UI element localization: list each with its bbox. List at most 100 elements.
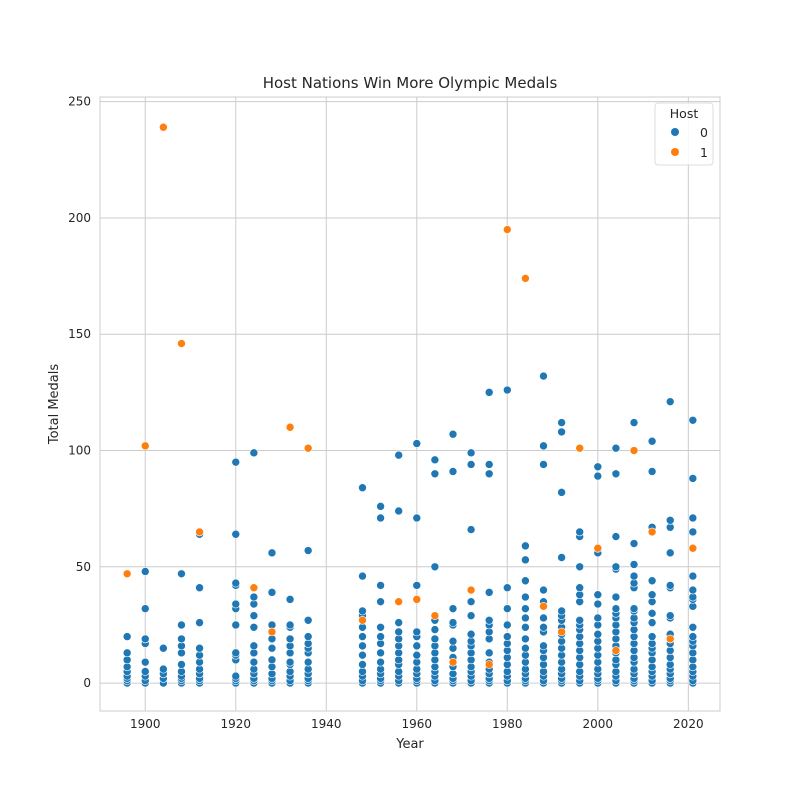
data-point-host-0 [539, 460, 548, 469]
data-point-host-0 [285, 620, 295, 630]
legend-marker-0 [671, 128, 679, 136]
data-point-host-0 [466, 629, 476, 639]
data-point-host-0 [267, 643, 277, 653]
y-axis-label: Total Medals [47, 364, 62, 446]
data-point-host-0 [593, 471, 603, 481]
data-point-host-0 [611, 443, 621, 453]
data-point-host-0 [267, 588, 277, 597]
data-point-host-1 [557, 627, 566, 637]
data-point-host-0 [249, 657, 259, 667]
data-point-host-0 [195, 643, 204, 653]
data-point-host-0 [688, 632, 698, 641]
data-point-host-1 [430, 611, 440, 620]
data-point-host-1 [285, 422, 295, 432]
data-point-host-1 [394, 597, 403, 606]
data-point-host-0 [231, 529, 241, 539]
data-point-host-0 [575, 562, 585, 572]
data-point-host-0 [412, 641, 422, 651]
data-point-host-0 [484, 615, 494, 625]
legend-label-0: 0 [700, 125, 708, 140]
data-point-host-0 [647, 632, 657, 641]
data-point-host-0 [629, 560, 639, 569]
data-point-host-1 [665, 634, 675, 644]
data-point-host-0 [231, 620, 241, 630]
chart-title: Host Nations Win More Olympic Medals [263, 74, 558, 92]
x-tick-label: 2000 [583, 717, 614, 731]
data-point-host-0 [231, 648, 241, 658]
data-point-host-0 [177, 634, 186, 644]
data-point-host-0 [231, 578, 241, 588]
data-point-host-0 [484, 588, 494, 597]
legend: Host 0 1 [654, 102, 714, 166]
data-point-host-0 [647, 436, 657, 446]
data-point-host-0 [249, 448, 259, 458]
data-point-host-0 [502, 385, 512, 395]
data-point-host-0 [593, 599, 603, 609]
data-point-host-0 [611, 532, 621, 541]
data-point-host-0 [285, 657, 295, 667]
data-point-host-0 [448, 604, 458, 613]
data-point-host-0 [303, 546, 313, 555]
data-point-host-0 [195, 583, 204, 593]
data-point-host-0 [177, 660, 186, 669]
data-point-host-0 [557, 488, 566, 497]
data-point-host-0 [688, 513, 698, 523]
legend-box [654, 102, 714, 166]
data-point-host-0 [448, 636, 458, 646]
data-point-host-1 [140, 441, 150, 451]
data-point-host-0 [647, 590, 657, 600]
data-point-host-1 [539, 602, 548, 611]
legend-title: Host [670, 106, 699, 121]
data-point-host-0 [376, 622, 385, 632]
data-point-host-0 [521, 613, 530, 623]
data-point-host-0 [267, 655, 277, 665]
data-point-host-1 [688, 543, 698, 553]
data-point-host-0 [521, 541, 530, 551]
data-point-host-0 [249, 611, 259, 620]
data-point-host-1 [195, 527, 204, 537]
x-axis-label: Year [395, 737, 424, 752]
data-point-host-0 [521, 555, 530, 565]
plot-area [99, 96, 721, 712]
data-point-host-0 [140, 667, 150, 676]
data-point-host-0 [412, 439, 422, 448]
data-point-host-0 [466, 525, 476, 534]
data-point-host-0 [688, 622, 698, 632]
data-point-host-0 [376, 632, 385, 641]
data-point-host-0 [231, 599, 241, 609]
data-point-host-0 [358, 650, 367, 660]
data-point-host-0 [430, 455, 440, 465]
data-point-host-0 [521, 592, 530, 602]
data-point-host-0 [539, 585, 548, 595]
data-point-host-0 [249, 592, 259, 602]
y-tick-label: 0 [83, 676, 91, 690]
data-point-host-0 [502, 632, 512, 641]
data-point-host-0 [688, 571, 698, 581]
data-point-host-0 [629, 539, 639, 548]
data-point-host-0 [688, 585, 698, 595]
data-point-host-1 [593, 543, 603, 553]
data-point-host-1 [647, 527, 657, 537]
data-point-host-0 [376, 597, 385, 606]
x-tick-label: 1940 [311, 717, 342, 731]
data-point-host-0 [177, 569, 186, 579]
data-point-host-0 [521, 604, 530, 613]
data-point-host-0 [303, 657, 313, 667]
data-point-host-0 [376, 657, 385, 667]
data-point-host-1 [448, 657, 458, 667]
data-point-host-1 [502, 225, 512, 234]
data-point-host-0 [448, 618, 458, 627]
data-point-host-1 [521, 274, 530, 283]
data-point-host-0 [394, 627, 403, 637]
data-point-host-0 [557, 427, 566, 437]
data-point-host-0 [140, 567, 150, 576]
data-point-host-0 [539, 641, 548, 651]
data-point-host-0 [593, 590, 603, 600]
data-point-host-0 [249, 641, 259, 651]
data-point-host-0 [358, 571, 367, 581]
data-point-host-0 [430, 469, 440, 479]
data-point-host-0 [484, 388, 494, 397]
data-point-host-0 [430, 634, 440, 644]
data-points [122, 122, 698, 688]
data-point-host-0 [647, 467, 657, 476]
